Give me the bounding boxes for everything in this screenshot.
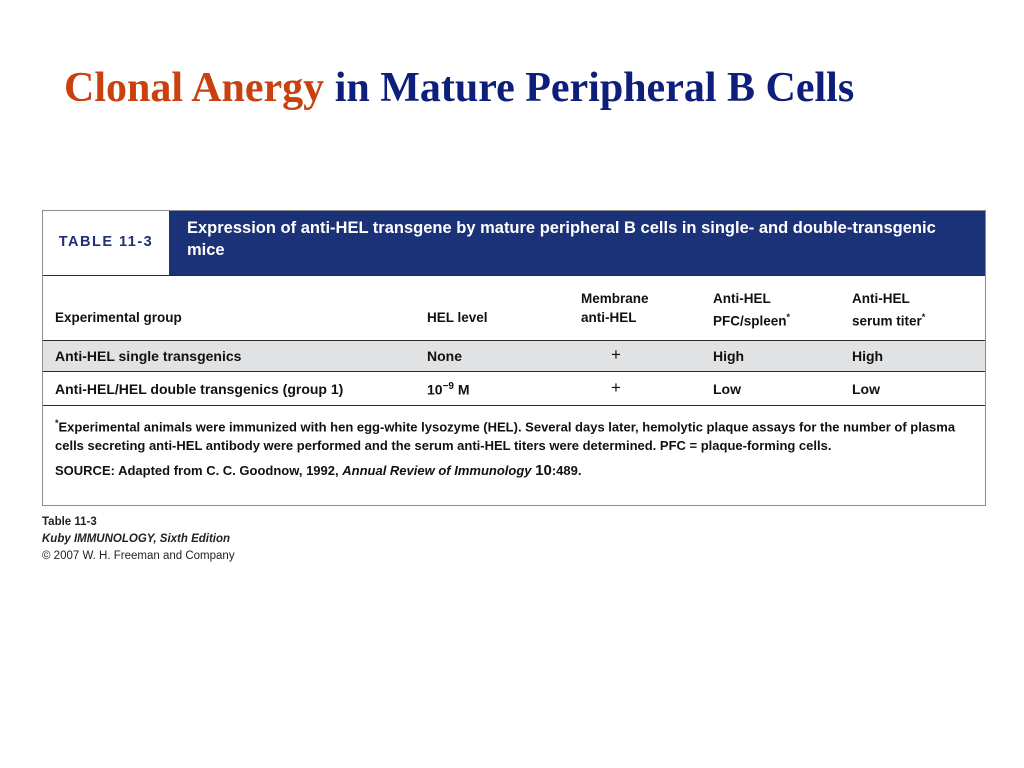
source-volume: 10	[535, 462, 552, 480]
cell-membrane: +	[611, 378, 621, 397]
table-caption: Expression of anti-HEL transgene by matu…	[169, 211, 985, 275]
col-header-pfc-spleen: Anti-HEL PFC/spleen*	[713, 291, 791, 329]
credit-book-title: Kuby IMMUNOLOGY, Sixth Edition	[42, 533, 231, 545]
cell-group: Anti-HEL single transgenics	[55, 348, 242, 364]
source-citation: SOURCE: Adapted from C. C. Goodnow, 1992…	[55, 462, 582, 480]
table-row: Anti-HEL single transgenics None + High …	[43, 341, 985, 372]
slide-title-rest: in Mature Peripheral B Cells	[334, 65, 855, 111]
footnote-marker: *	[786, 312, 791, 322]
col-header-serum-titer: Anti-HEL serum titer*	[852, 291, 926, 329]
col-header-hel-level: HEL level	[427, 310, 488, 325]
credit-table-number: Table 11-3	[42, 516, 97, 528]
footnote-marker: *	[921, 312, 926, 322]
col-header-experimental-group: Experimental group	[55, 310, 182, 325]
table-number-label: TABLE 11-3	[43, 211, 170, 273]
cell-pfc: High	[713, 348, 745, 364]
table-footnote: *Experimental animals were immunized wit…	[55, 414, 975, 480]
slide-title-accent: Clonal Anergy	[64, 65, 325, 111]
table-header: TABLE 11-3 Expression of anti-HEL transg…	[43, 211, 985, 275]
cell-titer: Low	[852, 381, 880, 397]
cell-hel-level: None	[427, 348, 462, 364]
col-header-membrane-anti-hel: Membrane anti-HEL	[581, 291, 649, 325]
source-journal: Annual Review of Immunology	[342, 463, 532, 479]
table-figure: TABLE 11-3 Expression of anti-HEL transg…	[42, 210, 986, 506]
cell-titer: High	[852, 348, 884, 364]
slide-title: Clonal Anergy in Mature Peripheral B Cel…	[64, 62, 854, 114]
footnote-marker: *	[55, 418, 59, 428]
cell-group: Anti-HEL/HEL double transgenics (group 1…	[55, 381, 344, 397]
column-headers: Experimental group HEL level Membrane an…	[43, 275, 985, 341]
table-row: Anti-HEL/HEL double transgenics (group 1…	[43, 372, 985, 406]
cell-pfc: Low	[713, 381, 741, 397]
figure-credit: Table 11-3 Kuby IMMUNOLOGY, Sixth Editio…	[42, 514, 235, 565]
cell-membrane: +	[611, 345, 621, 364]
footnote-text: Experimental animals were immunized with…	[55, 419, 956, 454]
cell-hel-level: 10−9 M	[427, 381, 470, 398]
credit-copyright: © 2007 W. H. Freeman and Company	[42, 550, 235, 562]
